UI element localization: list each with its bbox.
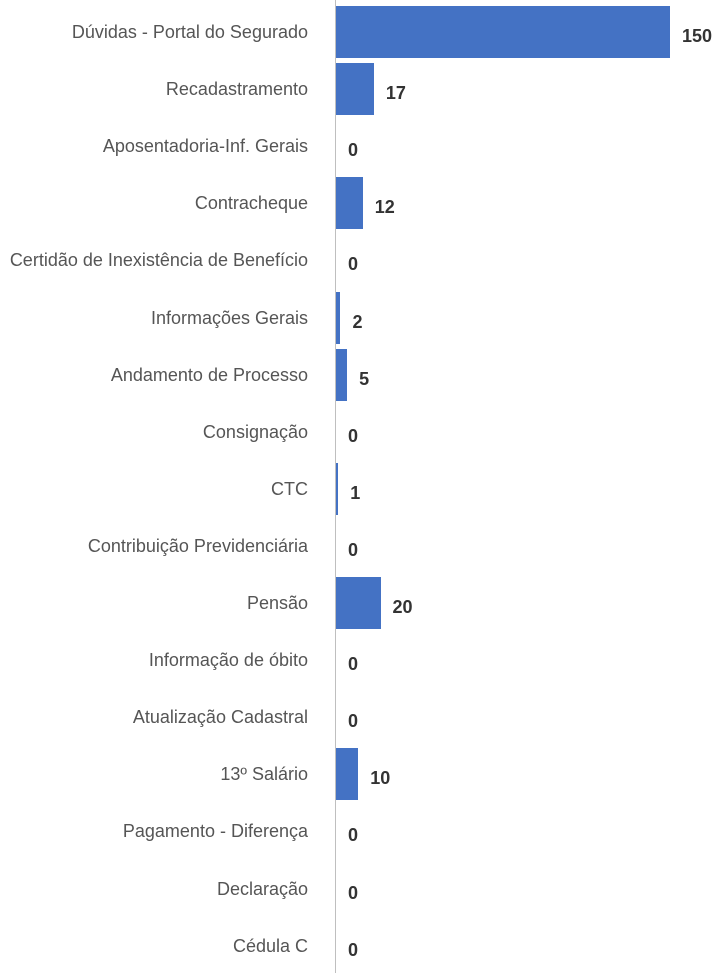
category-label: Certidão de Inexistência de Benefício	[9, 250, 308, 271]
data-label: 12	[374, 197, 395, 218]
category-label: Contracheque	[194, 193, 308, 214]
data-label: 10	[370, 768, 391, 789]
data-label: 20	[392, 597, 413, 617]
category-label: Informações Gerais	[150, 307, 308, 328]
data-label: 5	[359, 368, 370, 389]
category-label: Andamento de Processo	[110, 364, 308, 385]
bar	[336, 462, 339, 515]
bar	[336, 177, 363, 230]
data-label: 0	[348, 539, 359, 560]
category-label: Pensão	[246, 593, 308, 613]
category-label: Recadastramento	[165, 79, 308, 100]
data-label: 0	[348, 254, 359, 275]
bar	[336, 63, 374, 116]
bar	[336, 348, 348, 401]
data-label: 0	[348, 654, 359, 675]
bar	[336, 6, 670, 58]
data-label: 0	[348, 882, 359, 903]
data-label: 0	[348, 711, 359, 732]
data-label: 0	[348, 425, 359, 446]
data-label: 1	[350, 482, 361, 503]
category-label: 13º Salário	[220, 764, 308, 785]
category-label: CTC	[271, 478, 308, 499]
bar	[336, 748, 359, 801]
category-label: Cédula C	[232, 935, 308, 956]
data-label: 0	[348, 140, 359, 161]
category-label: Consignação	[202, 421, 308, 442]
category-label: Dúvidas - Portal do Segurado	[71, 22, 308, 42]
bar	[336, 291, 341, 344]
bar	[336, 577, 381, 629]
category-label: Atualização Cadastral	[132, 707, 308, 728]
category-label: Pagamento - Diferença	[122, 821, 308, 842]
data-label: 0	[348, 825, 359, 846]
category-label: Informação de óbito	[148, 650, 308, 671]
data-label: 17	[385, 83, 406, 104]
category-label: Aposentadoria-Inf. Gerais	[102, 136, 308, 157]
category-label: Declaração	[216, 878, 308, 899]
data-label: 2	[352, 311, 363, 332]
axis-line	[335, 0, 336, 973]
category-label: Contribuição Previdenciária	[87, 535, 308, 556]
data-label: 150	[682, 26, 713, 46]
data-label: 0	[348, 939, 359, 960]
